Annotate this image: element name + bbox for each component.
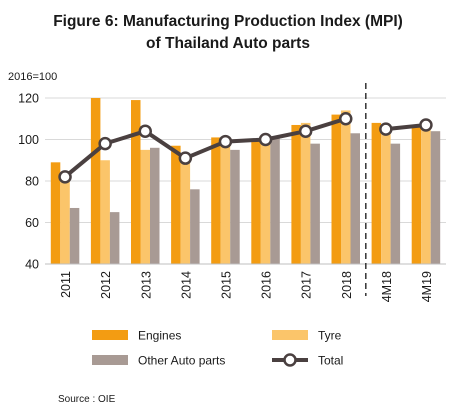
bar-engines bbox=[131, 100, 141, 264]
legend-swatch bbox=[92, 330, 128, 340]
x-tick-label: 2015 bbox=[219, 271, 233, 299]
legend-label: Other Auto parts bbox=[138, 354, 225, 368]
y-tick-label: 40 bbox=[25, 258, 39, 272]
bar-tyre bbox=[260, 139, 271, 264]
legend-swatch bbox=[92, 355, 128, 365]
bar-other-auto-parts bbox=[430, 131, 441, 264]
bar-tyre bbox=[220, 137, 231, 264]
bar-engines bbox=[251, 139, 261, 264]
x-tick-label: 4M19 bbox=[420, 271, 434, 302]
bar-other-auto-parts bbox=[390, 143, 401, 264]
legend-swatch bbox=[272, 330, 308, 340]
bar-other-auto-parts bbox=[109, 212, 120, 264]
legend-label: Total bbox=[318, 354, 343, 368]
total-point bbox=[138, 124, 152, 138]
total-point bbox=[98, 136, 112, 151]
bar-tyre bbox=[180, 156, 191, 264]
x-tick-label: 2014 bbox=[179, 271, 193, 299]
bar-other-auto-parts bbox=[310, 143, 320, 264]
total-line-segment bbox=[63, 116, 347, 179]
x-axis-ticks: 2011 2012 2013 2014 2015 2016 2017 2018 4M18 4M19 bbox=[59, 271, 434, 302]
bar-other-auto-parts bbox=[350, 133, 360, 264]
bar-engines bbox=[411, 127, 422, 264]
bar-tyre bbox=[300, 122, 311, 265]
y-tick-label: 60 bbox=[25, 216, 39, 230]
total-line bbox=[58, 112, 433, 184]
chart-title: Figure 6: Manufacturing Production Index… bbox=[53, 13, 403, 30]
x-tick-label: 2013 bbox=[139, 271, 153, 299]
bar-engines bbox=[90, 98, 101, 264]
legend: Engines Tyre Other Auto parts Total bbox=[92, 329, 343, 368]
x-tick-label: 2017 bbox=[300, 271, 314, 299]
bar-tyre bbox=[421, 129, 431, 264]
y-tick-label: 80 bbox=[25, 175, 39, 189]
bar-tyre bbox=[100, 160, 110, 264]
x-tick-label: 2011 bbox=[59, 271, 73, 298]
source-note: Source : OIE bbox=[58, 394, 116, 405]
y-axis-ticks: 40 60 80 100 120 bbox=[18, 92, 39, 272]
bar-other-auto-parts bbox=[230, 149, 240, 264]
total-point bbox=[258, 132, 273, 147]
legend-marker bbox=[283, 353, 297, 367]
unit-label: 2016=100 bbox=[8, 71, 57, 83]
bars bbox=[50, 98, 441, 265]
bar-engines bbox=[331, 114, 341, 264]
bar-other-auto-parts bbox=[69, 207, 80, 264]
total-point bbox=[178, 151, 193, 165]
legend-label: Tyre bbox=[318, 329, 342, 343]
y-tick-label: 100 bbox=[18, 133, 39, 147]
x-tick-label: 4M18 bbox=[380, 271, 394, 302]
bar-other-auto-parts bbox=[150, 147, 160, 264]
bar-tyre bbox=[140, 149, 150, 264]
x-tick-label: 2018 bbox=[340, 271, 354, 299]
bar-tyre bbox=[60, 181, 70, 264]
bar-engines bbox=[211, 137, 221, 264]
chart-subtitle: of Thailand Auto parts bbox=[146, 35, 310, 52]
bar-other-auto-parts bbox=[190, 189, 200, 264]
x-tick-label: 2012 bbox=[99, 271, 113, 299]
bar-tyre bbox=[381, 127, 391, 264]
bar-engines bbox=[371, 122, 382, 265]
x-tick-label: 2016 bbox=[260, 271, 274, 299]
total-point bbox=[339, 112, 353, 126]
total-point bbox=[58, 170, 72, 184]
legend-label: Engines bbox=[138, 329, 181, 343]
bar-engines bbox=[171, 145, 181, 264]
total-point bbox=[419, 118, 433, 132]
bar-engines bbox=[50, 162, 61, 264]
total-point bbox=[298, 124, 313, 138]
total-point bbox=[218, 134, 233, 149]
bar-other-auto-parts bbox=[270, 137, 280, 264]
bar-engines bbox=[291, 124, 301, 264]
bar-tyre bbox=[341, 110, 351, 264]
total-point bbox=[379, 122, 393, 136]
y-tick-label: 120 bbox=[18, 92, 39, 106]
